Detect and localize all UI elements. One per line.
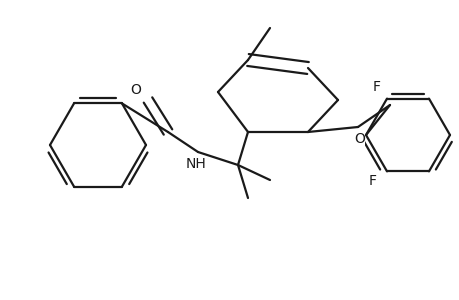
Text: O: O	[130, 83, 141, 97]
Text: F: F	[368, 174, 376, 188]
Text: O: O	[354, 132, 364, 146]
Text: NH: NH	[185, 157, 206, 171]
Text: F: F	[372, 80, 380, 94]
